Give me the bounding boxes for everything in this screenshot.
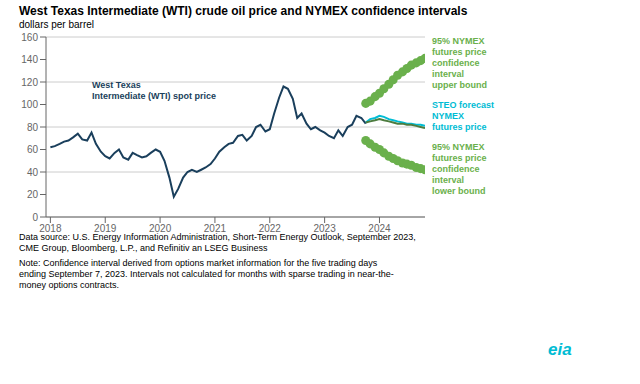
- html-text:West Texas Intermediate (WTI): West Texas Intermediate (WTI) crude oil …: [19, 4, 468, 18]
- svg-text:0: 0: [32, 212, 38, 223]
- svg-text:2019: 2019: [94, 223, 117, 235]
- svg-text:140: 140: [21, 54, 38, 65]
- svg-text:2022: 2022: [258, 223, 281, 235]
- svg-text:2021: 2021: [203, 223, 227, 235]
- svg-text:2018: 2018: [39, 223, 62, 235]
- html-text:Note: Confidence interval deri: Note: Confidence interval derived from o…: [19, 258, 378, 268]
- html-text:Data source: U.S. Energy Infor: Data source: U.S. Energy Information Adm…: [19, 232, 416, 242]
- html-text:West Texas Intermediate (WTI): West Texas Intermediate (WTI) spot price: [92, 80, 216, 101]
- html-text:STEO forecast NYMEX futures pr: STEO forecast NYMEX futures price: [432, 100, 494, 132]
- html-text:dollars per barrel: dollars per barrel: [19, 19, 94, 30]
- svg-text:100: 100: [21, 99, 38, 110]
- html-text:95% NYMEX futures price confid: 95% NYMEX futures price confidence inter…: [432, 142, 487, 196]
- html-text:95% NYMEX futures price confid: 95% NYMEX futures price confidence inter…: [432, 36, 487, 90]
- svg-text:2023: 2023: [313, 223, 336, 235]
- html-text:CME Group, Bloomberg, L.P., an: CME Group, Bloomberg, L.P., and Refiniti…: [19, 243, 268, 253]
- svg-text:120: 120: [21, 77, 38, 88]
- svg-text:2024: 2024: [368, 223, 391, 235]
- html-text:eia: eia: [548, 340, 572, 359]
- html-text:money options contracts.: money options contracts.: [19, 280, 120, 290]
- svg-text:20: 20: [27, 189, 39, 200]
- svg-text:40: 40: [27, 167, 39, 178]
- svg-text:2020: 2020: [149, 223, 172, 235]
- svg-text:80: 80: [27, 122, 39, 133]
- html-text:ending September 7, 2023. Inte: ending September 7, 2023. Intervals not …: [19, 269, 394, 279]
- svg-text:60: 60: [27, 144, 39, 155]
- svg-text:160: 160: [21, 32, 38, 43]
